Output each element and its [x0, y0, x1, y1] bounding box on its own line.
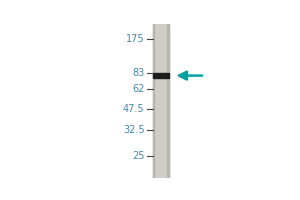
Text: 83: 83	[132, 68, 145, 78]
Text: 32.5: 32.5	[123, 125, 145, 135]
Text: 175: 175	[126, 34, 145, 44]
Text: 47.5: 47.5	[123, 104, 145, 114]
Bar	[153, 24, 169, 178]
Bar	[153, 24, 154, 178]
Bar	[153, 73, 169, 78]
Bar	[167, 24, 169, 178]
Text: 62: 62	[132, 84, 145, 94]
Text: 25: 25	[132, 151, 145, 161]
